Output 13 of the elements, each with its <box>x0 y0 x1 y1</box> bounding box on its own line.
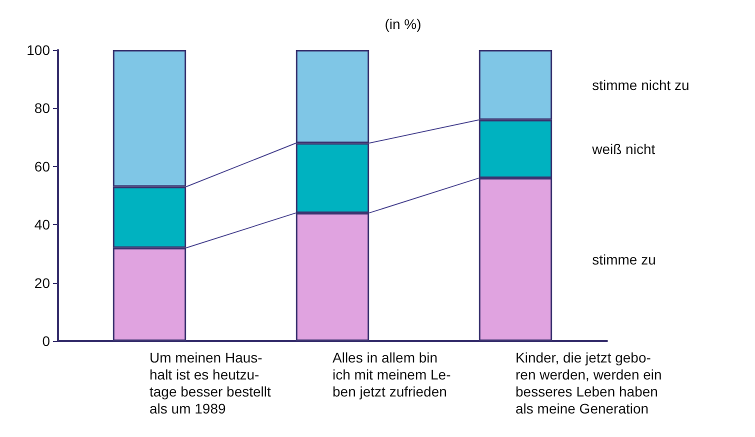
text: stimme zu <box>592 252 656 268</box>
text: weiß nicht <box>591 140 656 157</box>
text: stimme nicht zu <box>592 76 690 93</box>
y-tick-label: 0 <box>42 333 50 349</box>
x-tick-label: Kinder, die jetzt gebo- ren werden, werden ein besseres Leben haben als meine Generation <box>516 350 662 416</box>
y-tick-label: 100 <box>26 42 50 58</box>
y-tick-label: 40 <box>34 216 50 233</box>
chart-title: (in %) <box>384 16 422 32</box>
x-tick-label: Alles in allem bin ich mit meinem Le- ben jetzt zufrieden <box>332 350 452 400</box>
y-tick-label: 80 <box>34 100 50 116</box>
y-tick-label: 60 <box>34 158 50 174</box>
x-tick-label: Um meinen Haus- halt ist es heutzu- tage besser bestellt als um 1989 <box>150 350 272 416</box>
y-tick-label: 20 <box>34 274 50 291</box>
